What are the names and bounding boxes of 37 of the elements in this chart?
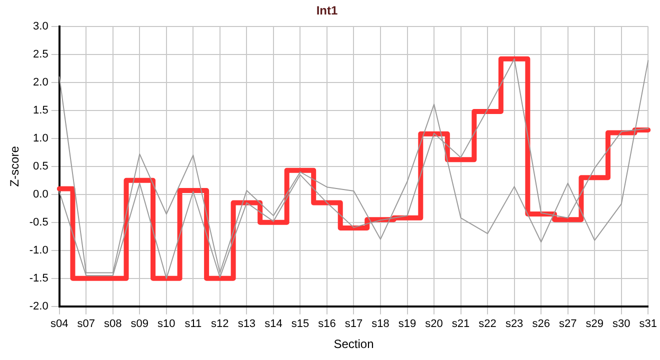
y-tick-label: 1.0	[33, 132, 48, 144]
x-tick-label: s26	[532, 318, 550, 330]
x-tick-label: s13	[238, 318, 256, 330]
y-axis-title: Z-score	[8, 146, 22, 187]
y-tick-label: 3.0	[33, 20, 48, 32]
x-tick-label: s10	[158, 318, 176, 330]
x-tick-label: s12	[211, 318, 229, 330]
x-tick-label: s30	[612, 318, 630, 330]
y-tick-label: 0.0	[33, 188, 48, 200]
y-tick-label: -1.0	[29, 244, 48, 256]
y-tick-label: 2.5	[33, 48, 48, 60]
x-axis-title: Section	[334, 337, 374, 352]
x-tick-label: s21	[452, 318, 470, 330]
chart-title: Int1	[316, 4, 338, 18]
x-tick-label: s23	[505, 318, 524, 330]
x-tick-label: s09	[130, 318, 149, 330]
y-tick-label: 1.5	[33, 104, 48, 116]
x-tick-label: s15	[291, 318, 310, 330]
y-tick-label: -2.0	[29, 300, 48, 312]
x-tick-label: s20	[425, 318, 443, 330]
x-tick-label: s19	[398, 318, 416, 330]
x-tick-label: s27	[558, 318, 577, 330]
y-tick-label: -1.5	[29, 272, 48, 284]
x-tick-label: s18	[372, 318, 390, 330]
y-tick-label: 2.0	[33, 76, 48, 88]
y-tick-label: 0.5	[33, 160, 48, 172]
x-tick-label: s08	[104, 318, 122, 330]
x-tick-label: s11	[184, 318, 202, 330]
x-tick-label: s17	[344, 318, 363, 330]
x-tick-label: s22	[478, 318, 496, 330]
x-tick-label: s31	[639, 318, 658, 330]
x-tick-label: s07	[77, 318, 95, 330]
y-tick-label: -0.5	[29, 216, 48, 228]
x-tick-label: s14	[264, 318, 282, 330]
x-tick-label: s04	[50, 318, 68, 330]
x-tick-label: s29	[586, 318, 604, 330]
x-tick-label: s16	[318, 318, 336, 330]
